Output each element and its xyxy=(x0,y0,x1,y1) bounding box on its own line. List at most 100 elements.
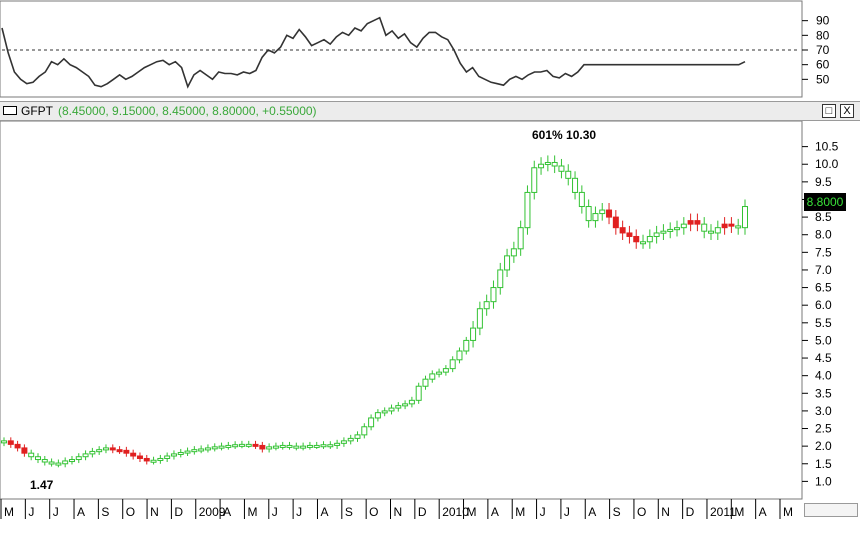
candle-body xyxy=(130,452,137,457)
candle-body xyxy=(742,206,748,229)
osc-y-tick-label: 80 xyxy=(816,28,830,42)
ohlc-readout: (8.45000, 9.15000, 8.45000, 8.80000, +0.… xyxy=(58,104,317,118)
candle-body xyxy=(619,227,626,234)
osc-y-tick-label: 90 xyxy=(816,14,830,28)
x-tick-label: M xyxy=(467,505,477,519)
candle-body xyxy=(164,455,171,459)
x-tick-label: N xyxy=(150,505,159,519)
osc-y-tick-label: 50 xyxy=(816,72,830,86)
candle-body xyxy=(694,220,701,225)
candle-body xyxy=(701,223,708,232)
candle-body xyxy=(449,359,456,370)
candle-body xyxy=(320,444,327,448)
price-y-tick-label: 2.5 xyxy=(815,422,832,436)
x-tick-label: O xyxy=(126,505,135,519)
x-tick-label: J xyxy=(540,505,546,519)
candle-body xyxy=(721,223,728,229)
candle-body xyxy=(109,447,116,451)
x-tick-label: S xyxy=(613,505,621,519)
price-y-tick-label: 1.0 xyxy=(815,474,832,488)
candle-body xyxy=(538,163,545,169)
x-tick-label: A xyxy=(223,505,231,519)
candle-body xyxy=(436,371,443,375)
price-y-tick-label: 10.5 xyxy=(815,140,839,154)
candle-body xyxy=(327,444,334,448)
candle-body xyxy=(612,216,619,229)
price-y-tick-label: 3.5 xyxy=(815,386,832,400)
candle-body xyxy=(606,209,613,218)
candle-body xyxy=(266,446,273,450)
candle-body xyxy=(136,455,143,459)
candle-body xyxy=(504,255,511,271)
candle-body xyxy=(198,448,205,452)
candle-body xyxy=(429,373,436,380)
candle-body xyxy=(374,412,381,419)
candle-body xyxy=(653,232,660,237)
candle-body xyxy=(191,449,198,453)
x-tick-label: A xyxy=(77,505,85,519)
candle-body xyxy=(735,225,742,229)
candle-body xyxy=(340,440,347,444)
candle-body xyxy=(1,440,7,444)
candle-body xyxy=(7,440,14,445)
x-tick-label: M xyxy=(247,505,257,519)
low-annotation: 1.47 xyxy=(30,478,54,492)
price-panel: 10.510.09.59.08.58.07.57.06.56.05.55.04.… xyxy=(0,121,839,519)
candle-body xyxy=(184,450,191,454)
candle-body xyxy=(667,228,674,232)
candle-body xyxy=(585,206,592,222)
candle-body xyxy=(157,457,164,461)
price-y-tick-label: 4.0 xyxy=(815,369,832,383)
candle-body xyxy=(102,447,109,451)
price-y-axis: 10.510.09.59.08.58.07.57.06.56.05.55.04.… xyxy=(802,140,839,488)
candle-body xyxy=(354,434,361,439)
x-tick-label: N xyxy=(394,505,403,519)
x-tick-label: A xyxy=(588,505,596,519)
candle-body xyxy=(211,446,218,450)
close-button[interactable]: X xyxy=(840,104,854,118)
x-tick-label: S xyxy=(345,505,353,519)
candle-body xyxy=(402,403,409,407)
x-tick-label: O xyxy=(637,505,646,519)
candle-body xyxy=(558,165,565,172)
maximize-button[interactable]: □ xyxy=(822,104,836,118)
candle-body xyxy=(714,227,721,234)
panel-icon xyxy=(3,106,17,115)
candle-body xyxy=(442,368,449,373)
price-y-tick-label: 8.0 xyxy=(815,228,832,242)
x-tick-label: A xyxy=(320,505,328,519)
candle-body xyxy=(293,445,300,449)
candle-body xyxy=(313,444,320,448)
candle-body xyxy=(96,449,103,453)
x-tick-label: J xyxy=(272,505,278,519)
peak-annotation: 601% 10.30 xyxy=(532,128,596,142)
candle-body xyxy=(510,248,517,257)
candle-body xyxy=(524,191,531,229)
x-tick-label: M xyxy=(515,505,525,519)
candle-body xyxy=(272,445,279,449)
candle-body xyxy=(660,230,667,234)
candle-body xyxy=(75,456,82,461)
candle-body xyxy=(143,457,150,462)
candle-body xyxy=(517,227,524,250)
candle-body xyxy=(551,161,558,167)
candle-body xyxy=(68,459,75,463)
candle-body xyxy=(245,443,252,447)
price-y-tick-label: 7.0 xyxy=(815,263,832,277)
x-tick-label: J xyxy=(296,505,302,519)
candle-body xyxy=(565,170,572,179)
price-y-tick-label: 8.5 xyxy=(815,210,832,224)
candle-body xyxy=(347,437,354,442)
price-y-tick-label: 7.5 xyxy=(815,245,832,259)
candle-body xyxy=(259,444,266,450)
candle-body xyxy=(116,449,123,453)
candlestick-series xyxy=(1,155,748,468)
x-tick-label: D xyxy=(686,505,695,519)
candle-body xyxy=(55,462,62,466)
candle-body xyxy=(381,410,388,414)
candle-body xyxy=(388,407,395,412)
price-panel-titlebar: GFPT (8.45000, 9.15000, 8.45000, 8.80000… xyxy=(0,101,860,121)
horizontal-scrollbar[interactable] xyxy=(804,503,858,517)
